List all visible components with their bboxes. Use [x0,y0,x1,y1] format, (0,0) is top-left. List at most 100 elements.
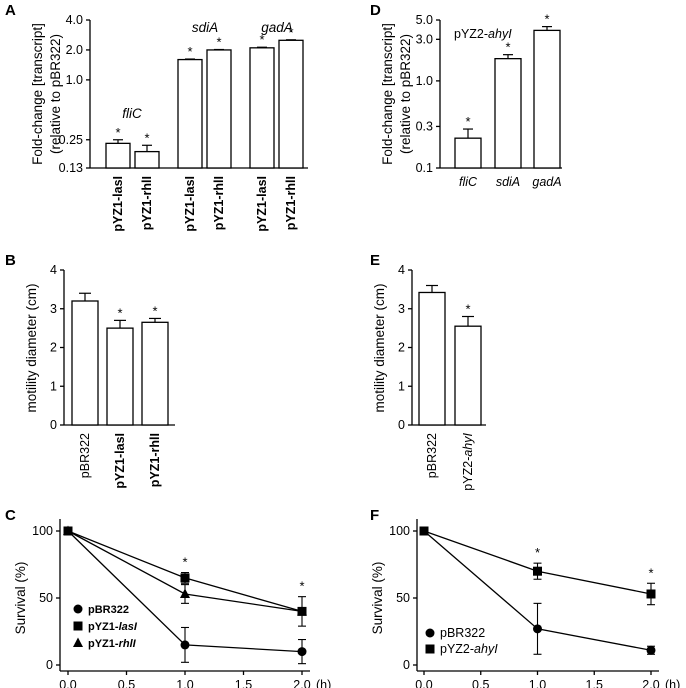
c-marker-triangle [180,588,190,598]
b-y-tick-label: 0 [50,418,57,432]
a-y-tick-label: 2.0 [66,43,83,57]
c-x-tick-label: 0.0 [59,678,76,688]
e-y-tick-label: 4 [398,263,405,277]
f-significance-star: * [535,545,540,560]
panel-label-f: F [370,507,379,524]
c-legend-marker [73,621,83,631]
e-y-tick-label: 3 [398,302,405,316]
panel-label-a: A [5,2,16,19]
f-legend-marker [425,628,435,638]
a-bar [206,49,232,169]
c-marker-circle [297,647,307,657]
b-category-label: pYZ1-lasI [113,433,127,489]
d-y-tick-label: 3.0 [416,32,433,46]
d-category-label: sdiA [496,175,520,189]
a-gene-label: fliC [122,106,142,121]
a-y-tick-label: 1.0 [66,73,83,87]
c-significance-star: * [299,579,304,594]
c-marker-circle [180,640,190,650]
a-y-tick-label: 0.13 [59,161,83,175]
panel-label-d: D [370,2,381,19]
c-legend-label: pYZ1-rhlI [88,638,137,650]
c-y-tick-label: 50 [39,591,53,605]
a-gene-label: gadA [261,20,293,35]
panel-label-c: C [5,507,16,524]
a-y-label: (relative to pBR322) [48,34,63,154]
f-y-tick-label: 100 [389,524,410,538]
b-y-tick-label: 2 [50,341,57,355]
f-legend-label: pBR322 [440,626,485,640]
c-legend-label: pBR322 [88,604,129,616]
f-y-tick-label: 0 [403,658,410,672]
b-significance-star: * [117,305,122,320]
f-y-label: Survival (%) [370,562,385,635]
d-y-tick-label: 0.1 [416,161,433,175]
c-significance-star: * [182,555,187,570]
e-y-tick-label: 0 [398,418,405,432]
e-y-tick-label: 1 [398,379,405,393]
a-significance-star: * [288,25,293,40]
c-marker-square [180,573,190,583]
f-significance-star: * [648,565,653,580]
d-y-tick-label: 1.0 [416,74,433,88]
c-x-tick-label: 1.0 [176,678,193,688]
c-marker-triangle [63,525,73,535]
b-category-label: pBR322 [78,433,92,478]
a-bar [278,39,304,169]
b-significance-star: * [152,303,157,318]
f-marker-square [533,566,542,576]
b-bar [141,321,169,426]
e-category-label: pYZ2-ahyI [461,432,475,490]
f-marker-circle [646,645,656,655]
a-category-label: pYZ1-lasI [255,176,269,232]
e-bar [418,291,446,426]
a-significance-star: * [187,44,192,59]
c-y-tick-label: 0 [46,658,53,672]
d-bar [454,137,482,169]
f-legend-label: pYZ2-ahyI [440,642,498,656]
c-marker-triangle [297,605,307,616]
b-bar [71,300,99,426]
c-x-tick-label: 2.0 [293,678,310,688]
c-x-tick-label: 0.5 [118,678,135,688]
e-significance-star: * [465,302,470,317]
d-significance-star: * [505,40,510,55]
f-series-line [423,530,652,595]
d-category-label: fliC [459,175,478,189]
f-legend-marker [425,644,435,654]
a-y-tick-label: 4.0 [66,13,83,27]
f-marker-square [419,526,429,536]
d-significance-star: * [544,12,549,27]
b-bar [106,327,134,426]
a-bar [249,47,275,169]
f-x-tick-label: 1.0 [529,678,546,688]
b-category-label: pYZ1-rhlI [148,433,162,487]
b-y-tick-label: 3 [50,302,57,316]
a-category-label: pYZ1-lasI [183,176,197,232]
a-bar [177,58,203,169]
f-x-tick-label: 2.0 [642,678,659,688]
a-significance-star: * [259,32,264,47]
e-category-label: pBR322 [425,433,439,478]
panel-label-b: B [5,252,16,269]
a-category-label: pYZ1-rhlI [140,176,154,230]
f-x-tick-label: 0.5 [472,678,489,688]
d-y-label: (relative to pBR322) [398,34,413,154]
f-x-tick-label: 1.5 [586,678,603,688]
d-y-label: Fold-change [transcript] [380,23,395,165]
e-y-tick-label: 2 [398,341,405,355]
f-x-tick-label: 0.0 [415,678,432,688]
d-y-tick-label: 0.3 [416,119,433,133]
e-y-label: motility diameter (cm) [372,283,387,412]
panel-label-e: E [370,252,380,269]
c-legend-marker [73,604,83,614]
d-category-label: gadA [532,175,561,189]
a-significance-star: * [144,130,149,145]
b-y-label: motility diameter (cm) [24,283,39,412]
f-marker-square [646,589,656,599]
d-bar [494,58,522,169]
e-bar [454,325,482,426]
c-x-tick-label: 1.5 [235,678,252,688]
b-y-tick-label: 4 [50,263,57,277]
